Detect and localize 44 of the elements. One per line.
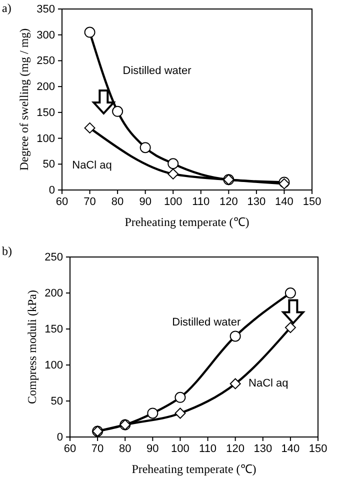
x-tick-label: 100 — [171, 442, 190, 455]
x-tick-label: 140 — [281, 442, 300, 455]
text: a) — [2, 1, 12, 15]
x-axis-title: Preheating temperate (℃) — [132, 462, 256, 476]
y-axis-title: Compress moduli (kPa) — [25, 290, 39, 404]
y-tick-label: 150 — [44, 324, 63, 336]
x-tick-label: 60 — [64, 442, 76, 455]
x-tick-label: 90 — [139, 196, 152, 208]
series-label: NaCl aq — [248, 378, 288, 390]
y-tick-label: 0 — [48, 184, 55, 197]
x-tick-label: 110 — [192, 196, 210, 208]
y-tick-label: 350 — [36, 4, 55, 16]
x-tick-label: 140 — [275, 196, 294, 208]
x-tick-label: 80 — [111, 196, 124, 208]
y-tick-label: 50 — [50, 396, 63, 408]
x-tick-label: 100 — [164, 196, 182, 208]
x-tick-label: 150 — [308, 442, 328, 455]
x-tick-label: 60 — [56, 196, 68, 208]
y-axis-title: Degree of swelling (mg / mg) — [17, 28, 31, 171]
x-tick-label: 130 — [254, 442, 272, 455]
text: b) — [2, 244, 12, 258]
y-tick-label: 100 — [44, 360, 63, 372]
x-tick-label: 120 — [219, 196, 238, 208]
x-tick-label: 70 — [91, 442, 104, 455]
y-tick-label: 250 — [36, 55, 55, 68]
y-tick-label: 200 — [36, 81, 55, 94]
x-tick-label: 70 — [84, 196, 96, 208]
y-tick-label: 150 — [36, 106, 55, 119]
y-tick-label: 0 — [56, 432, 63, 444]
y-tick-label: 50 — [42, 158, 55, 171]
y-tick-label: 200 — [44, 288, 63, 300]
x-tick-label: 120 — [226, 442, 245, 455]
y-tick-label: 250 — [44, 252, 63, 264]
y-tick-label: 100 — [36, 132, 55, 145]
x-tick-label: 150 — [302, 196, 322, 208]
x-tick-label: 80 — [118, 442, 132, 455]
series-label: Distilled water — [172, 316, 241, 328]
series-label: NaCl aq — [72, 159, 112, 172]
x-tick-label: 130 — [247, 196, 266, 208]
x-tick-label: 90 — [146, 442, 159, 455]
series-label: Distilled water — [122, 65, 192, 78]
x-axis-title: Preheating temperate (℃) — [124, 215, 250, 229]
x-tick-label: 110 — [199, 442, 217, 455]
y-tick-label: 300 — [36, 29, 55, 42]
